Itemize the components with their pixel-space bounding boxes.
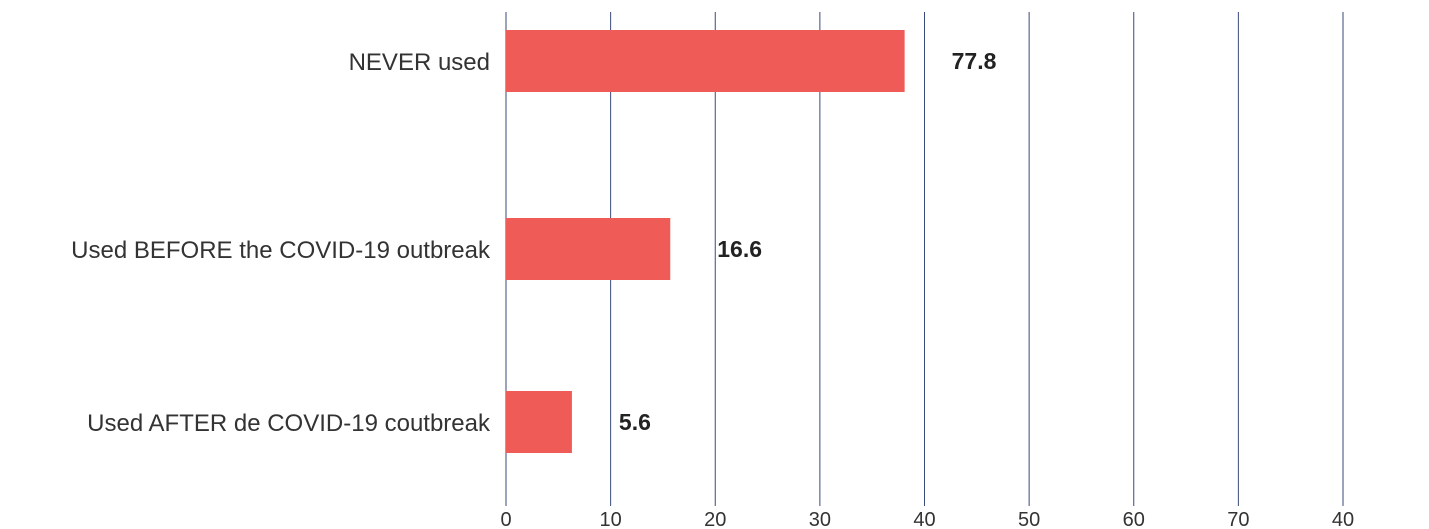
category-label: Used AFTER de COVID-19 coutbreak [87, 410, 491, 437]
x-tick-label: 20 [704, 509, 726, 529]
value-labels: 77.8 16.6 5.6 [619, 48, 997, 435]
category-label: Used BEFORE the COVID-19 outbreak [71, 237, 491, 264]
data-label: 16.6 [717, 236, 762, 262]
bar [506, 391, 572, 453]
x-tick-label: 40 [1332, 509, 1354, 529]
data-label: 5.6 [619, 409, 651, 435]
x-tick-label: 30 [809, 509, 831, 529]
category-labels: NEVER used Used BEFORE the COVID-19 outbr… [71, 49, 491, 437]
category-label: NEVER used [349, 49, 490, 76]
bars [506, 30, 905, 453]
data-label: 77.8 [952, 48, 997, 74]
x-tick-label: 0 [500, 509, 511, 529]
x-tick-label: 70 [1227, 509, 1249, 529]
x-tick-label: 50 [1018, 509, 1040, 529]
gridlines [505, 12, 1344, 506]
x-tick-label: 60 [1123, 509, 1145, 529]
bar [506, 30, 905, 92]
bar [506, 218, 671, 280]
x-axis-tick-labels: 0 10 20 30 40 50 60 70 40 [500, 509, 1354, 529]
x-tick-label: 10 [600, 509, 622, 529]
x-tick-label: 40 [913, 509, 935, 529]
